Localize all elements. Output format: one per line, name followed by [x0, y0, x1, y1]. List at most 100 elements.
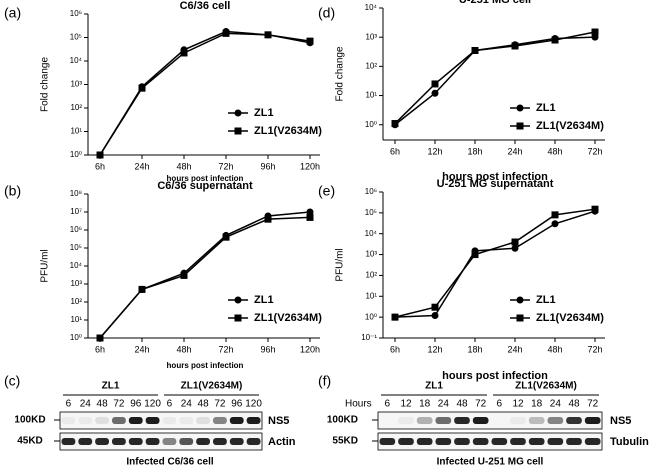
band-label: Tubulin: [610, 436, 649, 448]
data-point: [180, 49, 188, 57]
y-tick-label: 10³: [365, 250, 377, 259]
y-tick-label: 10⁰: [70, 150, 82, 159]
hour-label: 12: [512, 399, 524, 410]
panel-label: (a): [4, 5, 21, 21]
x-tick-label: 6h: [95, 344, 105, 354]
legend-marker: [234, 127, 242, 135]
series-line: [394, 210, 596, 318]
data-point: [471, 251, 479, 259]
data-point: [511, 244, 519, 252]
hours-label: Hours: [345, 399, 372, 410]
band-label: NS5: [268, 415, 289, 427]
panel-label: (c): [4, 373, 20, 389]
blot-band: [196, 438, 210, 445]
y-tick-label: 10⁵: [70, 33, 82, 42]
legend-marker: [234, 314, 242, 322]
blot-band: [379, 438, 396, 445]
data-point: [551, 211, 559, 219]
data-point: [511, 238, 519, 246]
blot-band: [179, 417, 194, 424]
hour-label: 24: [80, 399, 92, 410]
hour-label: 6: [497, 399, 503, 410]
y-tick-label: 10¹: [365, 291, 377, 300]
data-point: [306, 37, 314, 45]
x-axis-label: hours post infection: [442, 171, 548, 183]
hour-label: 6: [385, 399, 391, 410]
blot-band: [510, 417, 526, 424]
data-point: [264, 31, 272, 39]
x-tick-label: 96h: [260, 344, 275, 354]
x-tick-label: 120h: [300, 344, 320, 354]
x-tick-label: 48h: [547, 146, 562, 156]
y-tick-label: 10²: [365, 271, 377, 280]
y-tick-label: 10⁵: [70, 243, 82, 252]
blot-band: [229, 438, 244, 445]
legend-marker: [234, 109, 242, 117]
hour-label: 24: [550, 399, 562, 410]
marker-label: 45KD: [17, 436, 43, 447]
y-tick-label: 10¹: [365, 91, 377, 100]
hour-label: 72: [475, 399, 487, 410]
panel-label: (b): [4, 183, 21, 199]
data-point: [551, 220, 559, 228]
blot-band: [162, 438, 177, 445]
data-point: [431, 80, 439, 88]
blot-band: [547, 438, 564, 445]
legend-label: ZL1: [536, 102, 556, 114]
x-tick-label: 72h: [587, 146, 602, 156]
legend-label: ZL1: [254, 294, 274, 306]
y-tick-label: 10⁶: [70, 9, 82, 18]
y-tick-label: 10¹: [70, 127, 82, 136]
legend-label: ZL1: [254, 107, 274, 119]
x-tick-label: 24h: [507, 146, 522, 156]
data-point: [431, 303, 439, 311]
blot-band: [454, 417, 470, 424]
x-axis-label: hours post infection: [167, 361, 244, 370]
blot-band: [398, 438, 414, 445]
hour-label: 72: [214, 399, 226, 410]
y-tick-label: 10⁴: [70, 56, 83, 65]
x-tick-label: 72h: [587, 344, 602, 354]
data-point: [264, 215, 272, 223]
blot-band: [162, 417, 177, 424]
panel-label: (f): [318, 373, 331, 389]
x-tick-label: 96h: [260, 161, 275, 171]
data-point: [306, 208, 314, 216]
marker-label: 100KD: [14, 415, 45, 426]
data-point: [591, 205, 599, 213]
chart-title: U-251 MG supernatant: [437, 178, 554, 190]
blot-band: [435, 438, 452, 445]
hour-label: 120: [144, 399, 161, 410]
hour-label: 12: [400, 399, 412, 410]
hour-label: 24: [181, 399, 193, 410]
legend-marker: [516, 296, 524, 304]
data-point: [180, 271, 188, 279]
y-tick-label: 10³: [365, 32, 377, 41]
data-point: [591, 28, 599, 36]
y-axis-label: Fold change: [40, 57, 51, 112]
y-tick-label: 10⁵: [365, 208, 377, 217]
y-tick-label: 10¹: [70, 315, 82, 324]
blot-band: [61, 438, 76, 445]
blot-band: [491, 438, 508, 445]
y-tick-label: 10⁷: [70, 207, 82, 216]
blot-band: [528, 417, 545, 424]
hour-label: 6: [167, 399, 173, 410]
x-tick-label: 12h: [427, 146, 442, 156]
x-tick-label: 120h: [300, 161, 320, 171]
blot-band: [128, 438, 143, 445]
blot-band: [547, 417, 564, 424]
blot-band: [78, 417, 93, 424]
x-tick-label: 12h: [427, 344, 442, 354]
blot-band: [435, 417, 452, 424]
legend-marker: [516, 122, 524, 130]
data-point: [96, 334, 104, 342]
x-tick-label: 48h: [176, 344, 191, 354]
x-tick-label: 18h: [467, 146, 482, 156]
hour-label: 72: [587, 399, 599, 410]
legend-label: ZL1(V2634M): [254, 312, 322, 324]
data-point: [431, 311, 439, 319]
y-tick-label: 10⁴: [365, 229, 378, 238]
hour-label: 18: [419, 399, 431, 410]
data-point: [511, 42, 519, 50]
